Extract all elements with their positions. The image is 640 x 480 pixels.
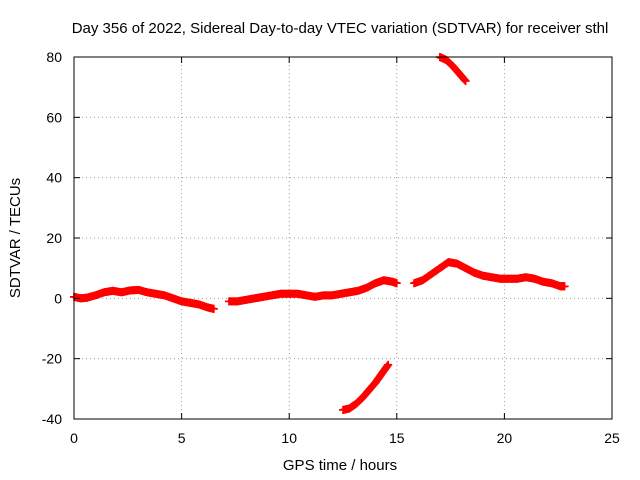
y-tick-label: 20: [46, 230, 62, 246]
y-tick-label: -40: [42, 411, 62, 427]
x-tick-label: 5: [178, 430, 186, 446]
chart-title: Day 356 of 2022, Sidereal Day-to-day VTE…: [72, 20, 609, 37]
data-point: [392, 279, 401, 288]
x-tick-label: 0: [70, 430, 78, 446]
series-group: [70, 53, 569, 414]
grid: [74, 57, 612, 419]
series-main-track-2: [224, 276, 401, 306]
y-axis-label: SDTVAR / TECUs: [7, 178, 24, 298]
y-tick-label: 80: [46, 49, 62, 65]
x-ticks: 0 5 10 15 20 25: [70, 57, 620, 446]
y-tick-label: 40: [46, 170, 62, 186]
y-tick-label: -20: [42, 351, 62, 367]
x-tick-label: 25: [604, 430, 620, 446]
x-tick-label: 20: [497, 430, 513, 446]
y-tick-label: 60: [46, 109, 62, 125]
y-ticks: -40 -20 0 20 40 60 80: [42, 49, 612, 427]
x-tick-label: 10: [281, 430, 297, 446]
data-point: [384, 360, 393, 369]
y-tick-label: 0: [54, 290, 62, 306]
x-axis-label: GPS time / hours: [283, 457, 397, 474]
series-high-arc: [435, 53, 470, 86]
series-low-arc: [339, 360, 393, 414]
data-point: [560, 282, 569, 291]
data-point: [461, 77, 470, 86]
x-tick-label: 15: [389, 430, 405, 446]
series-main-track-3: [410, 258, 569, 291]
series-main-track: [70, 285, 218, 313]
data-point: [209, 304, 218, 313]
